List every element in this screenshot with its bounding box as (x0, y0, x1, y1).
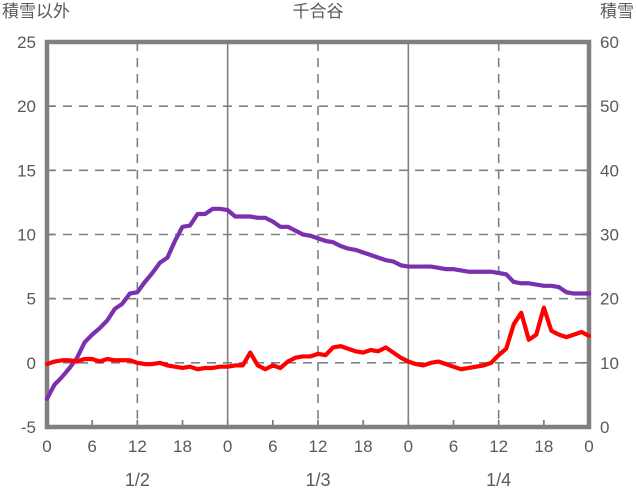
gridlines (47, 42, 589, 427)
x-axis-hour-label: 0 (404, 437, 413, 456)
left-axis-tick-label: -5 (21, 418, 36, 437)
x-axis-hour-label: 6 (449, 437, 458, 456)
right-axis-tick-label: 50 (600, 97, 619, 116)
x-axis-hour-label: 12 (489, 437, 508, 456)
x-axis-hour-label: 18 (173, 437, 192, 456)
left-axis-tick-label: 15 (17, 161, 36, 180)
x-axis-hour-label: 0 (223, 437, 232, 456)
right-axis-tick-label: 60 (600, 33, 619, 52)
axis-tick-labels: -5 0 5 10 15 20 25 0 10 20 30 40 50 60 0 6 12 18 0 6 12 18 0 6 1… (17, 33, 619, 490)
x-axis-day-label: 1/4 (486, 470, 511, 490)
x-axis-day-label: 1/3 (305, 470, 330, 490)
left-axis-tick-label: 0 (27, 354, 36, 373)
left-axis-tick-label: 10 (17, 226, 36, 245)
x-axis-day-label: 1/2 (125, 470, 150, 490)
right-axis-tick-label: 10 (600, 354, 619, 373)
x-axis-hour-label: 6 (268, 437, 277, 456)
left-axis-tick-label: 5 (27, 290, 36, 309)
right-axis-tick-label: 30 (600, 226, 619, 245)
left-axis-tick-label: 25 (17, 33, 36, 52)
x-axis-hour-label: 0 (42, 437, 51, 456)
right-axis-caption: 積雪 (600, 2, 634, 21)
left-axis-caption: 積雪以外 (2, 2, 70, 21)
x-axis-hour-label: 12 (309, 437, 328, 456)
series-line-other (44, 305, 592, 372)
x-axis-hour-label: 6 (87, 437, 96, 456)
x-axis-hour-label: 12 (128, 437, 147, 456)
x-axis-hour-label: 18 (534, 437, 553, 456)
x-axis-hour-label: 0 (584, 437, 593, 456)
right-axis-tick-label: 0 (600, 418, 609, 437)
x-axis-hour-label: 18 (354, 437, 373, 456)
chart-title: 千合谷 (292, 2, 344, 21)
series-line-snow-depth (44, 206, 592, 401)
data-series (44, 206, 592, 401)
right-axis-tick-label: 40 (600, 161, 619, 180)
left-axis-tick-label: 20 (17, 97, 36, 116)
right-axis-tick-label: 20 (600, 290, 619, 309)
